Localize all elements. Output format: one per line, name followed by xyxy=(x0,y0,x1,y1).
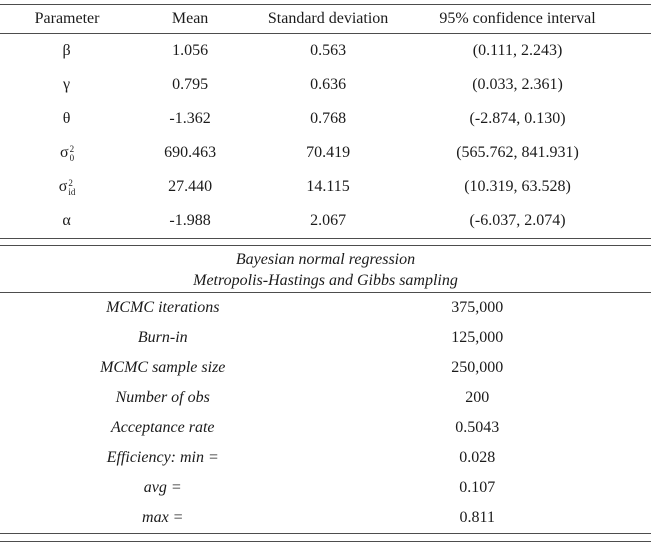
divider-bottom xyxy=(0,541,651,542)
param-cell: σ 2 id xyxy=(0,170,134,204)
mean-cell: 1.056 xyxy=(172,42,209,59)
param-subscript: id xyxy=(68,187,76,197)
sd-cell: 0.636 xyxy=(310,76,347,93)
stat-row-acceptance-rate: Acceptance rate 0.5043 xyxy=(0,413,651,443)
sd-cell: 2.067 xyxy=(310,212,347,229)
mean-cell: 0.795 xyxy=(172,76,209,93)
param-subscript: 0 xyxy=(69,153,75,163)
ci-cell: (-6.037, 2.074) xyxy=(469,212,566,229)
divider-table2-header xyxy=(0,292,651,293)
table-row-alpha: α -1.988 2.067 (-6.037, 2.074) xyxy=(0,204,651,238)
sd-cell: 0.563 xyxy=(310,42,347,59)
sd-cell: 70.419 xyxy=(306,144,351,161)
stat-value: 0.5043 xyxy=(455,419,500,436)
stat-label: Acceptance rate xyxy=(111,419,215,436)
stat-value: 200 xyxy=(465,389,490,406)
stat-row-mcmc-iterations: MCMC iterations 375,000 xyxy=(0,293,651,323)
param-cell: θ xyxy=(0,102,134,136)
mean-cell: 690.463 xyxy=(164,144,217,161)
table-row-beta: β 1.056 0.563 (0.111, 2.243) xyxy=(0,34,651,68)
divider-table1-bottom xyxy=(0,238,651,239)
param-symbol: γ xyxy=(63,76,71,93)
table-row-gamma: γ 0.795 0.636 (0.033, 2.361) xyxy=(0,68,651,102)
stat-label: avg = xyxy=(143,479,182,496)
stat-label: MCMC iterations xyxy=(106,299,220,316)
stat-label: Burn-in xyxy=(137,329,188,346)
column-header-parameter: Parameter xyxy=(34,10,100,27)
param-symbol: α xyxy=(62,212,71,229)
table2-title: Bayesian normal regression Metropolis-Ha… xyxy=(0,246,651,292)
mean-cell: 27.440 xyxy=(168,178,213,195)
sd-cell: 14.115 xyxy=(306,178,350,195)
stat-value: 0.107 xyxy=(459,479,496,496)
param-cell: β xyxy=(0,34,134,68)
stat-label: Efficiency: min = xyxy=(106,449,219,466)
divider-table2-bottom xyxy=(0,533,651,534)
stat-value: 125,000 xyxy=(451,329,504,346)
param-symbol: σ xyxy=(59,144,69,161)
param-cell: γ xyxy=(0,68,134,102)
param-symbol: θ xyxy=(62,110,71,127)
stat-value: 0.811 xyxy=(459,509,495,526)
stat-row-number-of-obs: Number of obs 200 xyxy=(0,383,651,413)
divider-table1-header xyxy=(0,33,651,34)
stat-label: MCMC sample size xyxy=(100,359,226,376)
stat-row-mcmc-sample-size: MCMC sample size 250,000 xyxy=(0,353,651,383)
stat-value: 375,000 xyxy=(451,299,504,316)
mean-cell: -1.988 xyxy=(169,212,211,229)
mean-cell: -1.362 xyxy=(169,110,211,127)
param-supsub: 2 id xyxy=(68,177,76,198)
stat-row-efficiency-min: Efficiency: min = 0.028 xyxy=(0,443,651,473)
stat-value: 250,000 xyxy=(451,359,504,376)
param-superscript: 2 xyxy=(69,143,75,154)
divider-top xyxy=(0,4,651,5)
stat-row-burn-in: Burn-in 125,000 xyxy=(0,323,651,353)
column-header-std-deviation: Standard deviation xyxy=(267,10,389,27)
ci-cell: (0.033, 2.361) xyxy=(472,76,563,93)
ci-cell: (10.319, 63.528) xyxy=(464,178,571,195)
table1-body: β 1.056 0.563 (0.111, 2.243) γ 0.795 0.6… xyxy=(0,34,651,238)
table2-title-line1: Bayesian normal regression xyxy=(235,251,416,268)
table2-title-line2: Metropolis-Hastings and Gibbs sampling xyxy=(193,272,458,289)
table-row-sigma-id: σ 2 id 27.440 14.115 (10.319, 63.528) xyxy=(0,170,651,204)
param-symbol: β xyxy=(62,42,71,59)
divider-table2-top xyxy=(0,245,651,246)
stat-value: 0.028 xyxy=(459,449,496,466)
param-symbol: σ xyxy=(58,178,68,195)
ci-cell: (0.111, 2.243) xyxy=(472,42,563,59)
column-header-confidence-interval: 95% confidence interval xyxy=(439,10,596,27)
ci-cell: (565.762, 841.931) xyxy=(456,144,579,161)
table-row-theta: θ -1.362 0.768 (-2.874, 0.130) xyxy=(0,102,651,136)
column-header-mean: Mean xyxy=(171,10,209,27)
table2-body: MCMC iterations 375,000 Burn-in 125,000 … xyxy=(0,293,651,533)
sd-cell: 0.768 xyxy=(310,110,347,127)
param-superscript: 2 xyxy=(68,177,73,188)
stat-label: Number of obs xyxy=(115,389,210,406)
param-cell: α xyxy=(0,204,134,238)
stat-label: max = xyxy=(142,509,184,526)
stat-row-efficiency-avg: avg = 0.107 xyxy=(0,473,651,503)
stat-row-efficiency-max: max = 0.811 xyxy=(0,503,651,533)
ci-cell: (-2.874, 0.130) xyxy=(469,110,566,127)
table1-header-row: Parameter Mean Standard deviation 95% co… xyxy=(0,5,651,33)
